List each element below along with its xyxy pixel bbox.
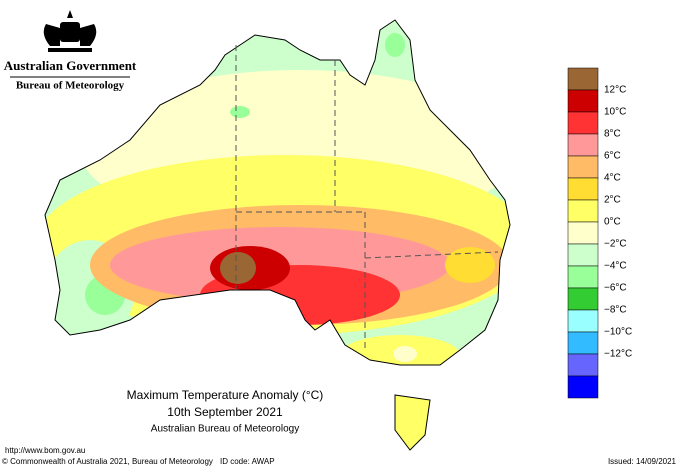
legend-label: −6°C (604, 283, 627, 294)
state-borders (235, 45, 499, 350)
legend-swatch (567, 375, 599, 399)
legend-swatch (567, 287, 599, 311)
map-date: 10th September 2021 (167, 405, 283, 419)
coat-of-arms (43, 10, 97, 52)
legend-label: 8°C (604, 129, 621, 140)
government-name: Australian Government (4, 58, 137, 73)
legend-swatch (567, 199, 599, 223)
legend-swatch (567, 309, 599, 333)
legend-swatch (567, 331, 599, 355)
legend-label: −2°C (604, 239, 627, 250)
legend-swatch (567, 353, 599, 377)
bureau-name: Bureau of Meteorology (16, 80, 125, 92)
legend-label: 4°C (604, 173, 621, 184)
legend-label: 0°C (604, 217, 621, 228)
footer-issued: Issued: 14/09/2021 (608, 457, 677, 466)
legend-swatch (567, 67, 599, 91)
legend-swatch (567, 265, 599, 289)
legend-swatch (567, 221, 599, 245)
legend-label: 12°C (604, 85, 626, 96)
legend: 12°C 10°C 8°C 6°C 4°C 2°C 0°C −2°C −4°C −6°C −8°C −… (567, 67, 632, 399)
legend-swatch (567, 177, 599, 201)
legend-label: −10°C (604, 327, 632, 338)
legend-swatch (567, 111, 599, 135)
map-source: Australian Bureau of Meteorology (151, 424, 299, 435)
legend-swatch (567, 89, 599, 113)
legend-label: −8°C (604, 305, 627, 316)
legend-swatch (567, 243, 599, 267)
footer-copyright: © Commonwealth of Australia 2021, Bureau… (2, 457, 213, 466)
legend-label: −12°C (604, 349, 632, 360)
legend-swatch (567, 133, 599, 157)
legend-swatch (567, 155, 599, 179)
footer-url: http://www.bom.gov.au (5, 446, 85, 455)
legend-label: −4°C (604, 261, 627, 272)
footer-id: ID code: AWAP (220, 457, 275, 466)
map-title: Maximum Temperature Anomaly (°C) (127, 388, 324, 402)
legend-label: 10°C (604, 107, 626, 118)
legend-label: 2°C (604, 195, 621, 206)
tasmania (394, 394, 431, 451)
legend-label: 6°C (604, 151, 621, 162)
coastline (44, 19, 511, 366)
